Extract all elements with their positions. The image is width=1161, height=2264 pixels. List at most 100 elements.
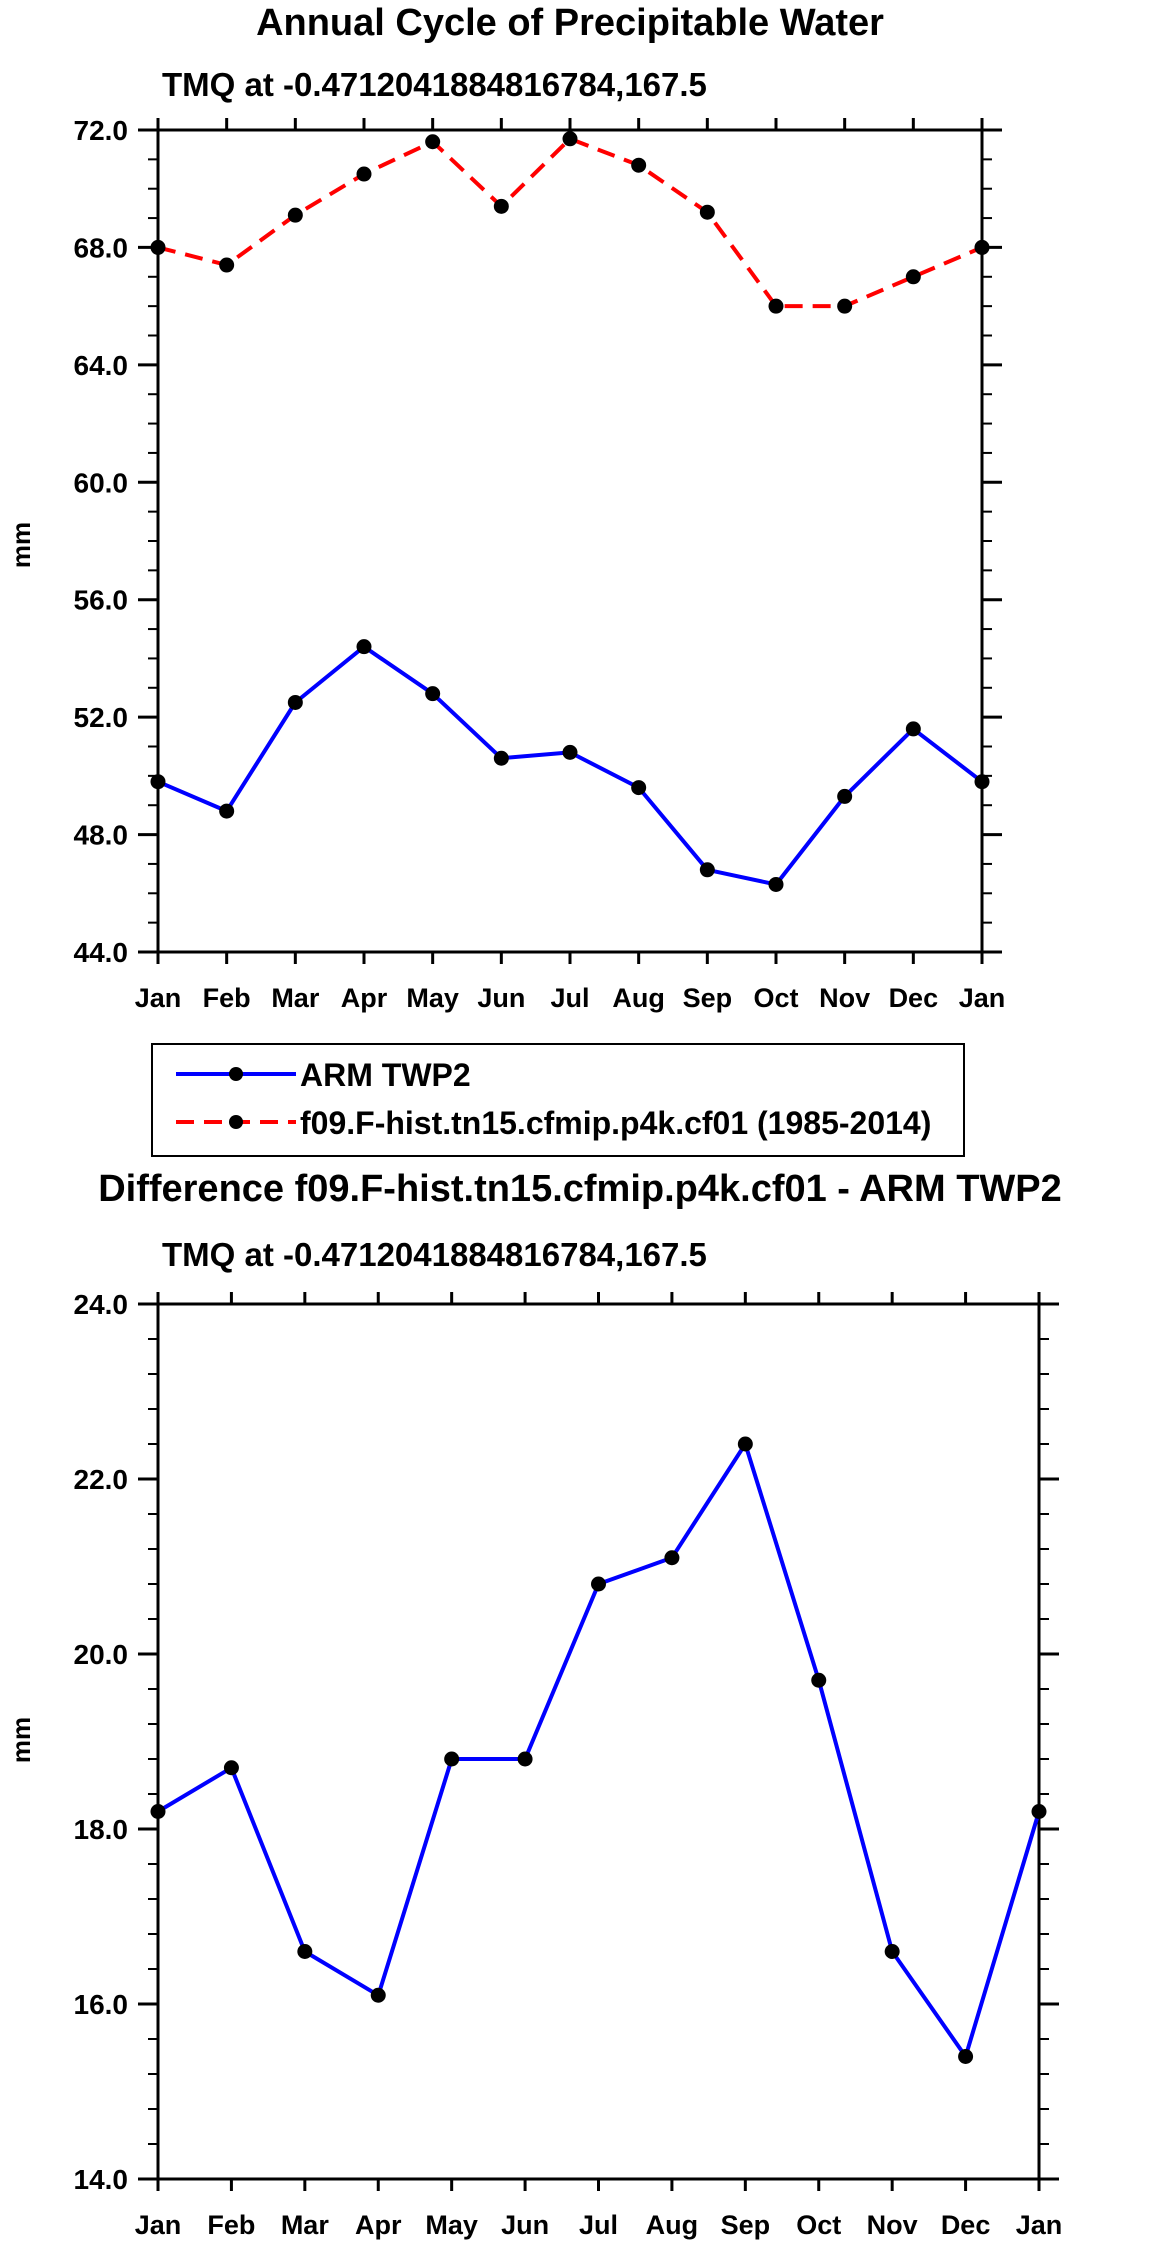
data-point — [905, 721, 921, 737]
data-point — [493, 750, 509, 766]
x-tick-label: Dec — [941, 2210, 991, 2240]
y-tick-label: 18.0 — [74, 1814, 129, 1845]
y-axis-label: mm — [6, 1717, 36, 1763]
x-tick-label: Jun — [501, 2210, 549, 2240]
x-tick-label: Apr — [355, 2210, 402, 2240]
data-point — [905, 269, 921, 285]
x-tick-label: Oct — [753, 983, 798, 1013]
legend-label: f09.F-hist.tn15.cfmip.p4k.cf01 (1985-201… — [300, 1105, 931, 1141]
x-tick-label: Nov — [867, 2210, 918, 2240]
series-layer — [150, 1436, 1047, 2064]
series-line — [156, 1442, 1041, 2059]
data-point — [974, 774, 990, 790]
data-point — [287, 207, 303, 223]
y-tick-label: 64.0 — [74, 350, 129, 381]
chart-subtitle: TMQ at -0.4712041884816784,167.5 — [162, 1236, 707, 1273]
data-point — [562, 131, 578, 147]
series-line — [157, 644, 984, 887]
chart-title: Difference f09.F-hist.tn15.cfmip.p4k.cf0… — [98, 1168, 1062, 1210]
data-point — [974, 239, 990, 255]
plot-frame — [156, 128, 984, 954]
data-point — [287, 694, 303, 710]
chart-subtitle: TMQ at -0.4712041884816784,167.5 — [162, 66, 707, 103]
legend-box — [151, 1043, 965, 1157]
y-tick-label: 16.0 — [74, 1989, 129, 2020]
data-point — [223, 1760, 239, 1776]
x-tick-label: May — [406, 983, 459, 1013]
data-point — [297, 1944, 313, 1959]
y-axis-label: mm — [6, 522, 36, 568]
x-tick-label: Jun — [477, 983, 525, 1013]
y-tick-labels: 14.0 16.0 18.0 20.0 22.0 24.0 — [74, 1289, 129, 2195]
y-tick-label: 52.0 — [74, 702, 129, 733]
data-point — [562, 744, 578, 760]
data-point — [837, 788, 853, 804]
axis-ticks — [138, 118, 1002, 964]
data-point — [356, 166, 372, 182]
legend-entry-arm: ARM TWP2 — [176, 1057, 471, 1093]
x-tick-label: Jul — [579, 2210, 618, 2240]
legend-label: ARM TWP2 — [300, 1057, 471, 1093]
y-tick-label: 68.0 — [74, 232, 129, 263]
legend-marker — [229, 1115, 243, 1129]
x-tick-label: Aug — [612, 983, 664, 1013]
data-point — [517, 1751, 533, 1767]
data-point — [699, 862, 715, 878]
data-point — [1031, 1804, 1047, 1819]
data-point — [958, 2049, 974, 2064]
x-tick-labels: Jan Feb Mar Apr May Jun Jul Aug Sep Oct Nov Dec Jan — [135, 2210, 1063, 2240]
series-line — [157, 136, 983, 309]
data-point — [219, 257, 235, 273]
y-tick-label: 48.0 — [74, 820, 129, 851]
axis-ticks — [138, 1292, 1059, 2191]
data-point — [664, 1550, 680, 1566]
series-layer — [150, 131, 990, 892]
y-tick-label: 72.0 — [74, 115, 129, 146]
x-tick-label: Mar — [271, 983, 320, 1013]
x-tick-label: Jan — [135, 983, 182, 1013]
y-tick-label: 14.0 — [74, 2164, 129, 2195]
data-point — [356, 639, 372, 655]
data-point — [884, 1944, 900, 1959]
data-point — [591, 1576, 606, 1592]
x-tick-label: Mar — [281, 2210, 330, 2240]
data-point — [425, 134, 441, 150]
data-point — [425, 686, 441, 702]
chart-title: Annual Cycle of Precipitable Water — [256, 2, 884, 44]
x-tick-label: Sep — [683, 983, 733, 1013]
data-point — [370, 1987, 386, 2003]
data-point — [811, 1672, 827, 1688]
y-tick-label: 56.0 — [74, 585, 129, 616]
y-tick-labels: 44.0 48.0 52.0 56.0 60.0 64.0 68.0 72.0 — [74, 115, 129, 968]
x-tick-label: Jul — [550, 983, 589, 1013]
x-tick-labels: Jan Feb Mar Apr May Jun Jul Aug Sep Oct Nov Dec Jan — [135, 983, 1006, 1013]
chart-annual-cycle: Annual Cycle of Precipitable Water TMQ a… — [6, 2, 1006, 1157]
x-tick-label: Feb — [203, 983, 251, 1013]
data-point — [219, 803, 235, 819]
y-tick-label: 44.0 — [74, 937, 129, 968]
data-point — [444, 1751, 460, 1767]
x-tick-label: Nov — [819, 983, 870, 1013]
legend: ARM TWP2 f09.F-hist.tn15.cfmip.p4k.cf01 … — [151, 1043, 965, 1157]
data-point — [493, 198, 509, 214]
data-point — [768, 876, 784, 892]
legend-entry-model: f09.F-hist.tn15.cfmip.p4k.cf01 (1985-201… — [176, 1105, 931, 1141]
x-tick-label: Sep — [721, 2210, 771, 2240]
x-tick-label: May — [425, 2210, 478, 2240]
data-point — [631, 157, 647, 173]
x-tick-label: Apr — [341, 983, 388, 1013]
legend-marker — [229, 1067, 243, 1081]
x-tick-label: Aug — [646, 2210, 698, 2240]
x-tick-label: Oct — [796, 2210, 841, 2240]
x-tick-label: Jan — [959, 983, 1006, 1013]
data-point — [150, 239, 166, 255]
x-tick-label: Jan — [1016, 2210, 1063, 2240]
y-tick-label: 24.0 — [74, 1289, 129, 1320]
x-tick-label: Jan — [135, 2210, 182, 2240]
data-point — [631, 780, 647, 796]
data-point — [699, 204, 715, 220]
data-point — [768, 298, 784, 314]
x-tick-label: Dec — [889, 983, 939, 1013]
